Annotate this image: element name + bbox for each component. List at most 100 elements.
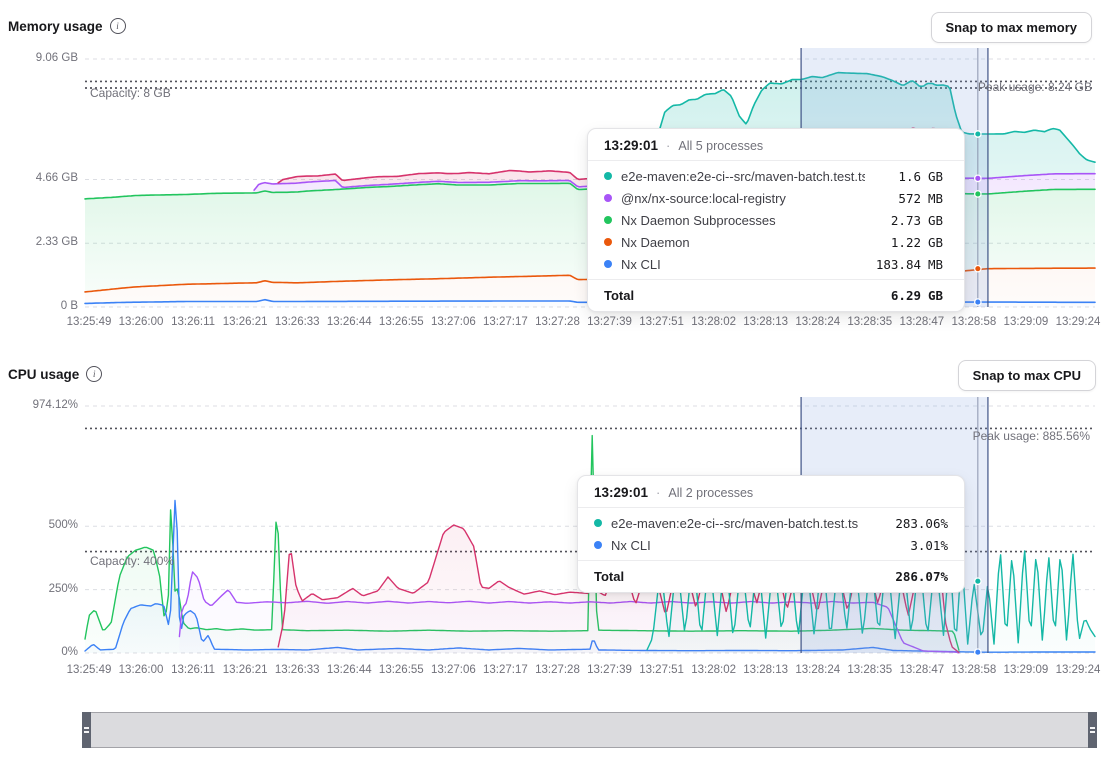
cpu-x-tick: 13:28:13 — [743, 664, 789, 676]
info-icon[interactable]: i — [109, 18, 126, 34]
memory-x-tick: 13:27:06 — [430, 316, 476, 328]
snap-to-max-memory-button[interactable]: Snap to max memory — [930, 12, 1092, 43]
series-color-dot — [604, 216, 612, 224]
process-unit: % — [940, 537, 948, 553]
tooltip-separator: · — [656, 485, 661, 500]
cpu-y-tick: 0% — [61, 646, 78, 658]
snap-to-max-cpu-button[interactable]: Snap to max CPU — [957, 360, 1096, 391]
process-value: 283.06 — [895, 515, 941, 531]
cpu-x-tick: 13:28:47 — [899, 664, 945, 676]
cpu-x-tick: 13:26:44 — [326, 664, 372, 676]
cpu-tooltip: 13:29:01 · All 2 processes e2e-maven:e2e… — [577, 475, 965, 593]
brush-handle-right[interactable] — [1088, 712, 1097, 748]
memory-x-tick: 13:28:24 — [795, 316, 841, 328]
series-color-dot — [604, 194, 612, 202]
timeline-brush[interactable] — [82, 712, 1097, 748]
process-unit: GB — [928, 168, 944, 184]
memory-x-tick: 13:27:51 — [639, 316, 684, 328]
process-name: Nx CLI — [611, 537, 651, 553]
cpu-x-tick: 13:28:02 — [691, 664, 736, 676]
tooltip-total-label: Total — [604, 288, 635, 303]
tooltip-header: 13:29:01 · All 5 processes — [588, 129, 964, 160]
memory-x-tick: 13:27:39 — [587, 316, 632, 328]
memory-x-tick: 13:29:09 — [1003, 316, 1049, 328]
process-name: Nx Daemon Subprocesses — [621, 212, 776, 228]
cpu-peak-label: Peak usage: 885.56% — [972, 429, 1090, 443]
memory-x-tick: 13:28:58 — [951, 316, 997, 328]
hover-dot — [973, 577, 982, 586]
tooltip-subtitle: All 2 processes — [668, 486, 754, 500]
cpu-x-tick: 13:26:21 — [222, 664, 268, 676]
cpu-x-tick: 13:26:00 — [118, 664, 164, 676]
tooltip-total-row: Total 6.29 GB — [588, 279, 964, 311]
hover-dot — [973, 298, 982, 306]
cpu-y-tick: 974.12% — [32, 399, 78, 411]
series-color-dot — [594, 541, 602, 549]
memory-x-tick: 13:27:17 — [483, 316, 528, 328]
hover-dot — [973, 190, 982, 198]
tooltip-separator: · — [666, 138, 671, 153]
series-color-dot — [604, 172, 612, 180]
maven-batch-test-area — [85, 72, 1095, 199]
hover-dot — [973, 648, 982, 657]
tooltip-header: 13:29:01 · All 2 processes — [578, 476, 964, 507]
memory-y-tick: 4.66 GB — [35, 172, 78, 185]
hover-dot — [973, 174, 982, 183]
memory-x-tick: 13:26:21 — [222, 316, 268, 328]
cpu-x-tick: 13:25:49 — [66, 664, 112, 676]
memory-y-tick: 0 B — [60, 300, 78, 312]
memory-capacity-label: Capacity: 8 GB — [90, 86, 171, 100]
process-unit: MB — [928, 256, 944, 272]
tooltip-row: Nx Daemon Subprocesses 2.73 GB — [604, 209, 948, 231]
memory-x-tick: 13:26:11 — [171, 316, 216, 328]
cpu-x-tick: 13:26:33 — [274, 664, 320, 676]
cpu-x-tick: 13:28:58 — [951, 664, 997, 676]
memory-x-tick: 13:28:47 — [899, 316, 945, 328]
cpu-usage-title: CPU usage — [8, 366, 80, 382]
process-unit: MB — [928, 190, 944, 206]
cpu-y-tick: 250% — [48, 582, 78, 595]
process-value: 183.84 — [875, 256, 921, 272]
memory-x-tick: 13:26:33 — [274, 316, 320, 328]
brush-track[interactable] — [91, 712, 1088, 748]
process-value: 1.6 — [898, 168, 921, 184]
maven-batch-test-line — [648, 71, 1096, 173]
process-name: e2e-maven:e2e-ci--src/maven-batch.test.t… — [611, 515, 859, 531]
process-name: e2e-maven:e2e-ci--src/maven-batch.test.t… — [621, 168, 865, 184]
process-unit: GB — [928, 234, 944, 250]
process-value: 3.01 — [910, 537, 941, 553]
cpu-x-tick: 13:26:11 — [171, 664, 216, 676]
tooltip-time: 13:29:01 — [594, 485, 649, 500]
memory-y-tick: 2.33 GB — [35, 236, 78, 249]
hover-dot — [973, 264, 982, 273]
tooltip-total-label: Total — [594, 569, 625, 584]
process-unit: GB — [928, 212, 944, 228]
cpu-x-tick: 13:27:39 — [587, 664, 632, 676]
tooltip-total-unit: % — [940, 569, 948, 584]
tooltip-row: Nx CLI 3.01% — [594, 534, 948, 556]
tooltip-subtitle: All 5 processes — [678, 139, 764, 153]
tooltip-rows: e2e-maven:e2e-ci--src/maven-batch.test.t… — [578, 507, 964, 560]
cpu-x-tick: 13:26:55 — [378, 664, 424, 676]
tooltip-rows: e2e-maven:e2e-ci--src/maven-batch.test.t… — [588, 160, 964, 279]
info-icon[interactable]: i — [86, 366, 103, 382]
cpu-x-tick: 13:27:28 — [535, 664, 580, 676]
memory-usage-title: Memory usage — [8, 18, 103, 34]
series-color-dot — [604, 260, 612, 268]
tooltip-total-value: 6.29 — [890, 288, 921, 303]
memory-x-tick: 13:28:13 — [743, 316, 789, 328]
memory-x-tick: 13:25:49 — [66, 316, 112, 328]
cpu-x-tick: 13:27:17 — [483, 664, 528, 676]
hover-dot — [973, 130, 982, 138]
memory-y-tick: 9.06 GB — [35, 52, 78, 64]
brush-handle-left[interactable] — [82, 712, 91, 748]
cpu-capacity-label: Capacity: 400% — [90, 554, 175, 568]
process-value: 2.73 — [890, 212, 921, 228]
tooltip-total-unit: GB — [928, 288, 944, 303]
cpu-x-tick: 13:27:51 — [639, 664, 684, 676]
memory-x-tick: 13:26:00 — [118, 316, 164, 328]
series-color-dot — [594, 519, 602, 527]
process-name: @nx/nx-source:local-registry — [621, 190, 786, 206]
